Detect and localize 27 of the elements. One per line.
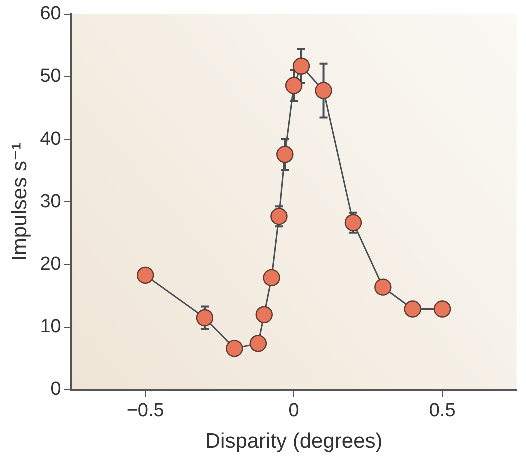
y-tick-label: 10: [40, 316, 62, 338]
x-tick-label: 0.5: [429, 400, 456, 422]
x-tick-label: −0.5: [126, 400, 164, 422]
point: [250, 335, 268, 352]
x-tick-label: 0: [288, 400, 300, 422]
y-tick-label: 0: [50, 379, 62, 400]
y-tick-label: 60: [40, 4, 62, 25]
point: [344, 214, 362, 232]
point: [404, 300, 422, 318]
y-tick-label: 20: [40, 254, 62, 276]
point: [256, 306, 273, 324]
point: [434, 300, 452, 318]
point: [276, 146, 294, 164]
point: [263, 269, 280, 287]
point: [196, 309, 214, 327]
point: [285, 77, 303, 94]
point: [292, 58, 310, 75]
y-tick-label: 30: [40, 191, 62, 212]
point: [136, 266, 154, 284]
point: [374, 278, 392, 296]
point: [315, 82, 332, 100]
y-axis-title: Impulses s⁻¹: [8, 142, 32, 262]
y-tick-label: 50: [40, 66, 62, 88]
x-axis-title: Disparity (degrees): [205, 430, 383, 454]
point: [270, 208, 288, 226]
y-tick-label: 40: [40, 128, 62, 150]
point: [226, 340, 244, 358]
